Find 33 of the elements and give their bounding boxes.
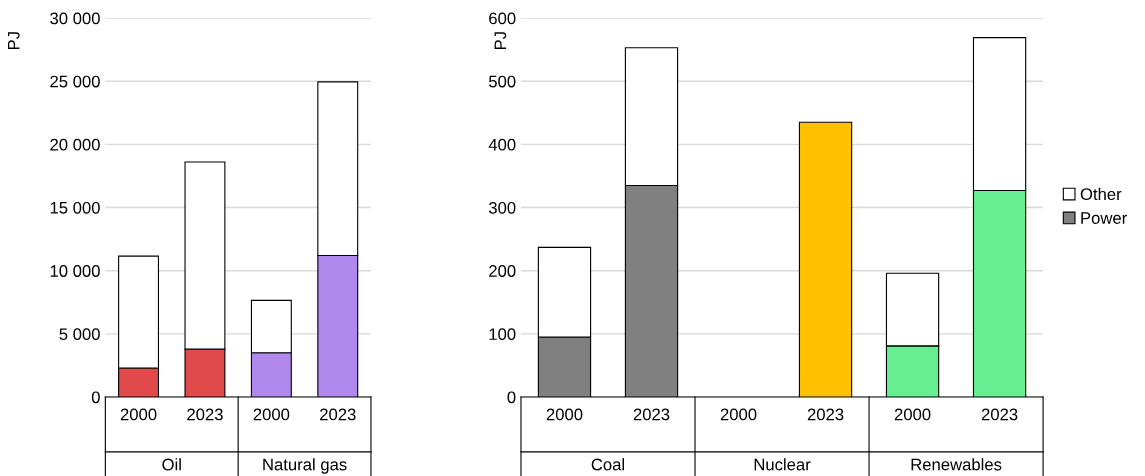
y-tick-label: 5 000 xyxy=(59,328,100,341)
x-tick-label: 2000 xyxy=(720,408,757,421)
x-tick-label: 2000 xyxy=(253,408,290,421)
y-tick-label: 0 xyxy=(91,391,100,404)
legend-label: Other xyxy=(1080,187,1122,201)
x-tick-label: 2000 xyxy=(546,408,583,421)
x-tick-label: 2023 xyxy=(320,408,356,421)
y-tick-label: 500 xyxy=(488,75,516,88)
y-axis-title: PJ xyxy=(7,32,20,50)
y-tick-label: 300 xyxy=(488,201,516,214)
text: Coal xyxy=(591,458,625,471)
x-tick-label: 2023 xyxy=(187,408,223,421)
y-tick-label: 10 000 xyxy=(50,265,100,277)
x-tick-label: 2023 xyxy=(807,408,844,421)
legend-label: Power xyxy=(1081,212,1127,224)
y-tick-label: 20 000 xyxy=(50,138,100,151)
y-axis-title: PJ xyxy=(494,32,507,50)
x-tick-label: 2023 xyxy=(633,408,670,421)
y-tick-label: 400 xyxy=(488,138,516,151)
y-tick-label: 600 xyxy=(489,12,516,25)
x-tick-label: 2000 xyxy=(120,408,157,421)
text: Natural gas xyxy=(263,458,347,474)
y-tick-label: 15 000 xyxy=(50,201,100,214)
x-tick-label: 2023 xyxy=(981,408,1018,421)
y-tick-label: 100 xyxy=(489,328,516,341)
y-tick-label: 30 000 xyxy=(50,12,100,25)
y-tick-label: 25 000 xyxy=(50,75,100,88)
text: Oil xyxy=(162,458,181,471)
text: Nuclear xyxy=(754,458,811,471)
text: Renewables xyxy=(911,458,1002,471)
y-tick-label: 200 xyxy=(489,265,516,277)
x-tick-label: 2000 xyxy=(894,408,931,421)
y-tick-label: 0 xyxy=(507,391,516,404)
